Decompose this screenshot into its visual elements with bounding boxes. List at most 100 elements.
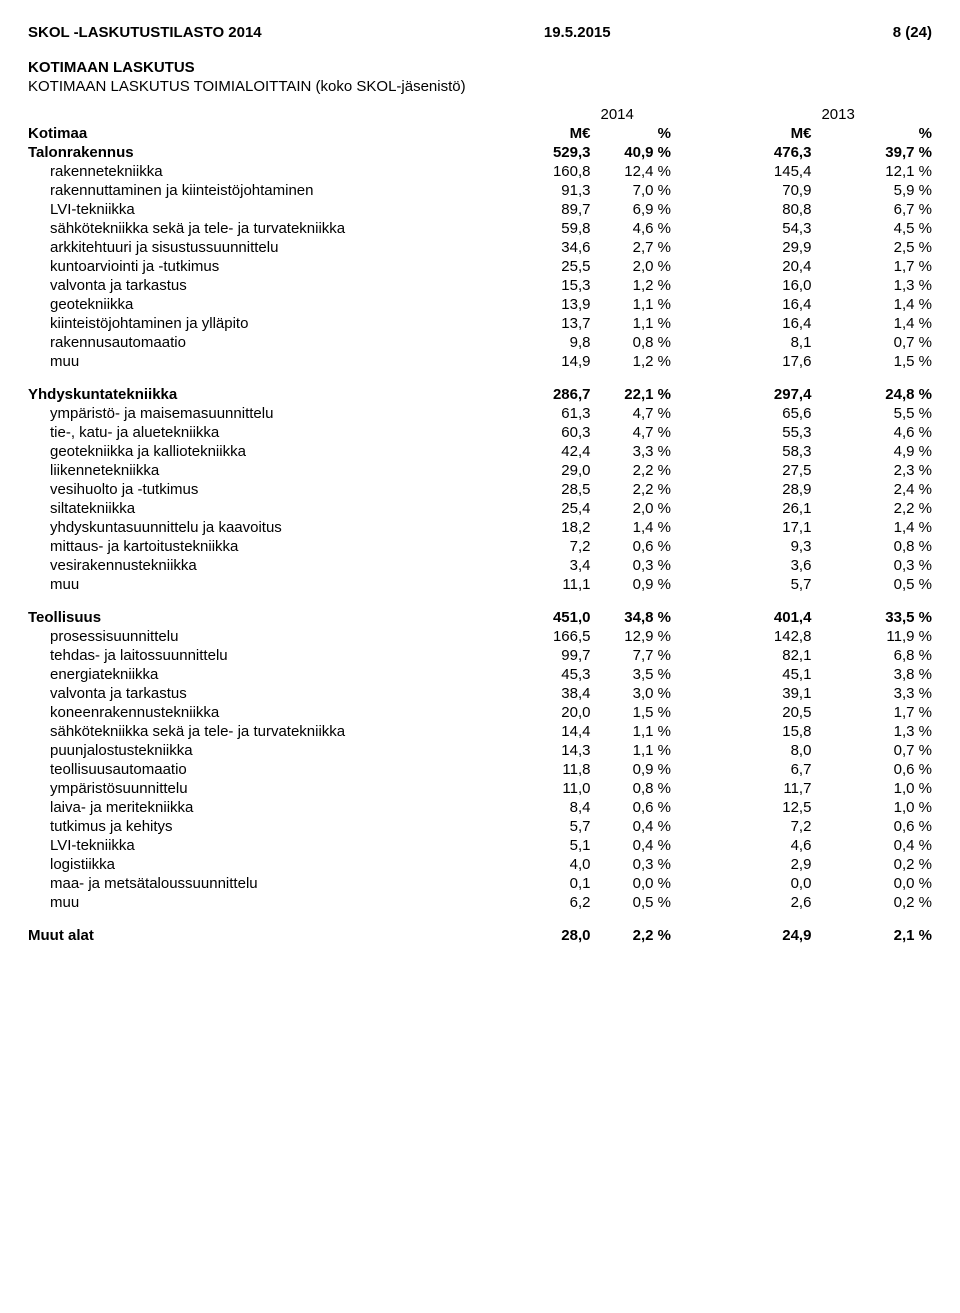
row-p2: 4,5 % <box>811 219 932 238</box>
group-label: Yhdyskuntatekniikka <box>28 385 490 404</box>
row-label: geotekniikka ja kalliotekniikka <box>28 442 490 461</box>
table-row: muu14,91,2 %17,61,5 % <box>28 352 932 371</box>
row-v2: 9,3 <box>711 537 811 556</box>
row-p1: 0,4 % <box>590 836 711 855</box>
row-v2: 6,7 <box>711 760 811 779</box>
row-v1: 11,0 <box>490 779 590 798</box>
row-label: mittaus- ja kartoitustekniikka <box>28 537 490 556</box>
row-v1: 14,3 <box>490 741 590 760</box>
row-label: muu <box>28 893 490 912</box>
row-v1: 166,5 <box>490 627 590 646</box>
row-p2: 0,7 % <box>811 741 932 760</box>
row-v2: 0,0 <box>711 874 811 893</box>
row-p1: 1,2 % <box>590 352 711 371</box>
row-v1: 20,0 <box>490 703 590 722</box>
group-p2: 24,8 % <box>811 385 932 404</box>
row-v1: 0,1 <box>490 874 590 893</box>
group-label: Teollisuus <box>28 608 490 627</box>
row-p1: 3,5 % <box>590 665 711 684</box>
row-label: koneenrakennustekniikka <box>28 703 490 722</box>
row-p1: 6,9 % <box>590 200 711 219</box>
row-p2: 5,9 % <box>811 181 932 200</box>
row-v2: 145,4 <box>711 162 811 181</box>
kotimaa-header-row: Kotimaa M€ % M€ % <box>28 124 932 143</box>
row-v2: 82,1 <box>711 646 811 665</box>
table-row: tehdas- ja laitossuunnittelu99,77,7 %82,… <box>28 646 932 665</box>
group-header-row: Talonrakennus529,340,9 %476,339,7 % <box>28 143 932 162</box>
subtitle: KOTIMAAN LASKUTUS TOIMIALOITTAIN (koko S… <box>28 78 932 95</box>
table-row: sähkötekniikka sekä ja tele- ja turvatek… <box>28 219 932 238</box>
muut-label: Muut alat <box>28 926 490 945</box>
row-label: valvonta ja tarkastus <box>28 684 490 703</box>
row-label: geotekniikka <box>28 295 490 314</box>
row-p1: 2,0 % <box>590 499 711 518</box>
table-row: sähkötekniikka sekä ja tele- ja turvatek… <box>28 722 932 741</box>
table-row: maa- ja metsätaloussuunnittelu0,10,0 %0,… <box>28 874 932 893</box>
row-v1: 9,8 <box>490 333 590 352</box>
row-p1: 1,1 % <box>590 741 711 760</box>
row-v1: 25,5 <box>490 257 590 276</box>
row-p1: 2,7 % <box>590 238 711 257</box>
row-p1: 7,7 % <box>590 646 711 665</box>
row-p2: 0,2 % <box>811 855 932 874</box>
year-row: 2014 2013 <box>28 105 932 124</box>
row-v2: 15,8 <box>711 722 811 741</box>
row-v1: 4,0 <box>490 855 590 874</box>
row-v1: 28,5 <box>490 480 590 499</box>
row-label: tutkimus ja kehitys <box>28 817 490 836</box>
table-row: ympäristösuunnittelu11,00,8 %11,71,0 % <box>28 779 932 798</box>
row-label: puunjalostustekniikka <box>28 741 490 760</box>
table-row: LVI-tekniikka5,10,4 %4,60,4 % <box>28 836 932 855</box>
row-label: teollisuusautomaatio <box>28 760 490 779</box>
table-row: vesihuolto ja -tutkimus28,52,2 %28,92,4 … <box>28 480 932 499</box>
group-p1: 40,9 % <box>590 143 711 162</box>
row-p1: 0,9 % <box>590 575 711 594</box>
table-row: siltatekniikka25,42,0 %26,12,2 % <box>28 499 932 518</box>
row-p1: 0,6 % <box>590 537 711 556</box>
row-v2: 26,1 <box>711 499 811 518</box>
row-p1: 0,3 % <box>590 556 711 575</box>
row-v2: 54,3 <box>711 219 811 238</box>
row-p1: 1,4 % <box>590 518 711 537</box>
row-v1: 89,7 <box>490 200 590 219</box>
row-p2: 0,8 % <box>811 537 932 556</box>
row-label: maa- ja metsätaloussuunnittelu <box>28 874 490 893</box>
main-title: KOTIMAAN LASKUTUS <box>28 59 932 76</box>
row-v2: 58,3 <box>711 442 811 461</box>
row-label: muu <box>28 352 490 371</box>
row-label: sähkötekniikka sekä ja tele- ja turvatek… <box>28 722 490 741</box>
table-row: arkkitehtuuri ja sisustussuunnittelu34,6… <box>28 238 932 257</box>
row-p2: 0,5 % <box>811 575 932 594</box>
table-row: rakennetekniikka160,812,4 %145,412,1 % <box>28 162 932 181</box>
table-row: tutkimus ja kehitys5,70,4 %7,20,6 % <box>28 817 932 836</box>
row-p2: 5,5 % <box>811 404 932 423</box>
row-v1: 7,2 <box>490 537 590 556</box>
row-p2: 2,2 % <box>811 499 932 518</box>
table-row: koneenrakennustekniikka20,01,5 %20,51,7 … <box>28 703 932 722</box>
row-v1: 5,7 <box>490 817 590 836</box>
row-v2: 28,9 <box>711 480 811 499</box>
table-row: tie-, katu- ja aluetekniikka60,34,7 %55,… <box>28 423 932 442</box>
table-row: rakennuttaminen ja kiinteistöjohtaminen9… <box>28 181 932 200</box>
row-p2: 0,6 % <box>811 817 932 836</box>
row-v2: 80,8 <box>711 200 811 219</box>
row-v2: 4,6 <box>711 836 811 855</box>
row-v2: 70,9 <box>711 181 811 200</box>
row-label: ympäristösuunnittelu <box>28 779 490 798</box>
row-v2: 20,5 <box>711 703 811 722</box>
row-v2: 11,7 <box>711 779 811 798</box>
row-p1: 0,8 % <box>590 779 711 798</box>
row-label: arkkitehtuuri ja sisustussuunnittelu <box>28 238 490 257</box>
row-label: rakennusautomaatio <box>28 333 490 352</box>
table-row: muu6,20,5 %2,60,2 % <box>28 893 932 912</box>
table-row: vesirakennustekniikka3,40,3 %3,60,3 % <box>28 556 932 575</box>
row-v1: 61,3 <box>490 404 590 423</box>
row-label: tie-, katu- ja aluetekniikka <box>28 423 490 442</box>
row-p2: 0,6 % <box>811 760 932 779</box>
row-label: vesirakennustekniikka <box>28 556 490 575</box>
group-p2: 33,5 % <box>811 608 932 627</box>
row-v1: 160,8 <box>490 162 590 181</box>
row-p1: 3,3 % <box>590 442 711 461</box>
row-p2: 1,7 % <box>811 257 932 276</box>
row-p2: 3,3 % <box>811 684 932 703</box>
